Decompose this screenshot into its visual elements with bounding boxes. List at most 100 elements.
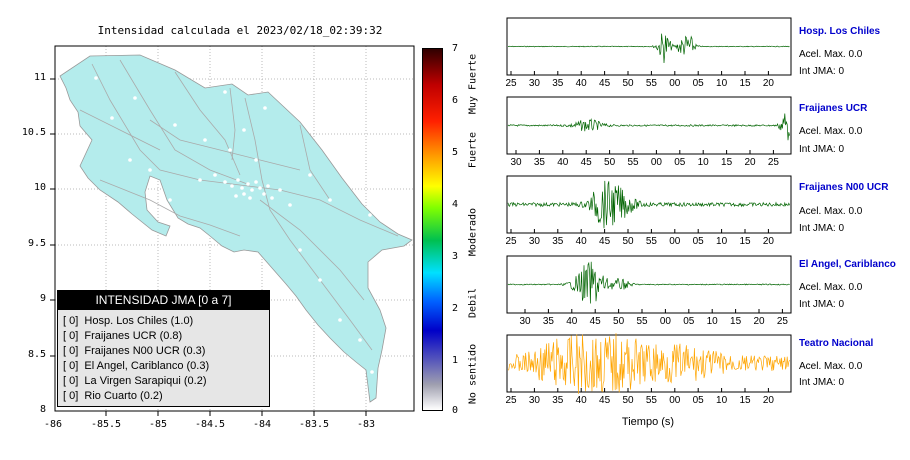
colorbar-tick: 0: [452, 405, 459, 416]
time-tick-label: 10: [707, 316, 719, 327]
map-x-tick: -84.5: [194, 419, 226, 430]
time-tick-label: 05: [693, 78, 705, 89]
road-network: [79, 59, 399, 351]
waveform-trace: [507, 180, 790, 229]
time-tick-label: 20: [763, 236, 775, 247]
time-tick-label: 30: [529, 236, 541, 247]
time-tick-label: 00: [669, 236, 681, 247]
time-tick-label: 35: [552, 236, 564, 247]
station-name: Fraijanes N00 UCR: [799, 182, 889, 193]
time-tick-label: 05: [674, 157, 686, 168]
map-x-tick: -83: [356, 419, 376, 430]
time-tick-label: 50: [613, 316, 625, 327]
time-tick-label: 00: [651, 157, 663, 168]
time-tick-label: 30: [529, 78, 541, 89]
time-tick-label: 35: [543, 316, 555, 327]
waveform-trace: [507, 261, 790, 304]
time-tick-label: 15: [730, 316, 742, 327]
time-tick-label: 00: [669, 78, 681, 89]
time-tick-label: 05: [693, 395, 705, 406]
time-tick-label: 45: [599, 78, 611, 89]
time-tick-label: 40: [576, 78, 588, 89]
intensity-legend: INTENSIDAD JMA [0 a 7] [ 0] Hosp. Los Ch…: [57, 290, 270, 407]
time-tick-label: 10: [698, 157, 710, 168]
time-tick-label: 30: [510, 157, 522, 168]
time-tick-label: 00: [660, 316, 672, 327]
time-tick-label: 25: [505, 395, 517, 406]
map-y-tick: 8.5: [27, 349, 46, 360]
accel-max: Acel. Max. 0.0: [799, 361, 863, 372]
time-tick-label: 50: [622, 78, 634, 89]
time-tick-label: 40: [576, 236, 588, 247]
jma-intensity: Int JMA: 0: [799, 299, 845, 310]
time-tick-label: 50: [604, 157, 616, 168]
accel-max: Acel. Max. 0.0: [799, 206, 863, 217]
time-tick-label: 15: [739, 78, 751, 89]
map-y-tick: 11: [33, 72, 46, 83]
map-title: Intensidad calculada el 2023/02/18_02:39…: [97, 24, 383, 37]
map-y-tick: 9.5: [27, 238, 46, 249]
station-name: Teatro Nacional: [799, 338, 874, 349]
map-x-tick: -85: [148, 419, 168, 430]
time-tick-label: 40: [557, 157, 569, 168]
station-name: Fraijanes UCR: [799, 103, 868, 114]
colorbar-tick: 4: [452, 199, 459, 210]
map-ticks: [50, 78, 367, 416]
intensity-colorbar: [422, 48, 443, 411]
map-y-tick: 9: [39, 293, 46, 304]
time-tick-label: 25: [768, 157, 780, 168]
time-tick-label: 20: [763, 78, 775, 89]
jma-intensity: Int JMA: 0: [799, 223, 845, 234]
station-name: Hosp. Los Chiles: [799, 26, 881, 37]
time-tick-label: 45: [590, 316, 602, 327]
time-tick-label: 20: [744, 157, 756, 168]
time-tick-label: 55: [646, 78, 658, 89]
colorbar-tick: 7: [452, 43, 459, 54]
time-tick-label: 30: [519, 316, 531, 327]
colorbar-tick: 5: [452, 147, 459, 158]
colorbar-tick: 2: [452, 303, 459, 314]
time-tick-label: 10: [716, 395, 728, 406]
time-tick-label: 30: [529, 395, 541, 406]
map-y-tick: 10: [33, 182, 46, 193]
legend-item: [ 0] La Virgen Sarapiqui (0.2): [63, 375, 207, 387]
station-name: El Angel, Cariblanco: [799, 259, 896, 270]
accel-max: Acel. Max. 0.0: [799, 49, 863, 60]
legend-item: [ 0] Fraijanes UCR (0.8): [63, 330, 183, 342]
costa-rica-land: [59, 54, 413, 403]
colorbar-tick: 6: [452, 95, 459, 106]
time-tick-label: 15: [739, 236, 751, 247]
map-x-tick: -85.5: [90, 419, 122, 430]
time-tick-label: 35: [534, 157, 546, 168]
time-tick-label: 45: [581, 157, 593, 168]
time-tick-label: 20: [763, 395, 775, 406]
waveform-trace: [508, 33, 790, 64]
legend-item: [ 0] El Angel, Cariblanco (0.3): [63, 360, 210, 372]
legend-item: [ 0] Rio Cuarto (0.2): [63, 390, 163, 402]
legend-item: [ 0] Fraijanes N00 UCR (0.3): [63, 345, 206, 357]
time-tick-label: 25: [505, 236, 517, 247]
jma-intensity: Int JMA: 0: [799, 144, 845, 155]
time-tick-label: 20: [753, 316, 765, 327]
time-tick-label: 40: [566, 316, 578, 327]
time-tick-label: 00: [669, 395, 681, 406]
time-tick-label: 55: [646, 395, 658, 406]
time-tick-label: 15: [721, 157, 733, 168]
accel-max: Acel. Max. 0.0: [799, 282, 863, 293]
time-tick-label: 55: [636, 316, 648, 327]
colorbar-tick: 3: [452, 251, 459, 262]
time-tick-label: 25: [505, 78, 517, 89]
time-tick-label: 50: [622, 236, 634, 247]
jma-intensity: Int JMA: 0: [799, 377, 845, 388]
map-y-tick: 10.5: [21, 127, 46, 138]
time-tick-label: 45: [599, 395, 611, 406]
time-tick-label: 55: [627, 157, 639, 168]
map-x-tick: -86: [43, 419, 63, 430]
legend-title: INTENSIDAD JMA [0 a 7]: [58, 291, 269, 310]
time-tick-label: 35: [552, 395, 564, 406]
time-tick-label: 45: [599, 236, 611, 247]
map-y-tick: 8: [39, 404, 46, 415]
time-tick-label: 05: [693, 236, 705, 247]
accel-max: Acel. Max. 0.0: [799, 126, 863, 137]
time-tick-label: 55: [646, 236, 658, 247]
